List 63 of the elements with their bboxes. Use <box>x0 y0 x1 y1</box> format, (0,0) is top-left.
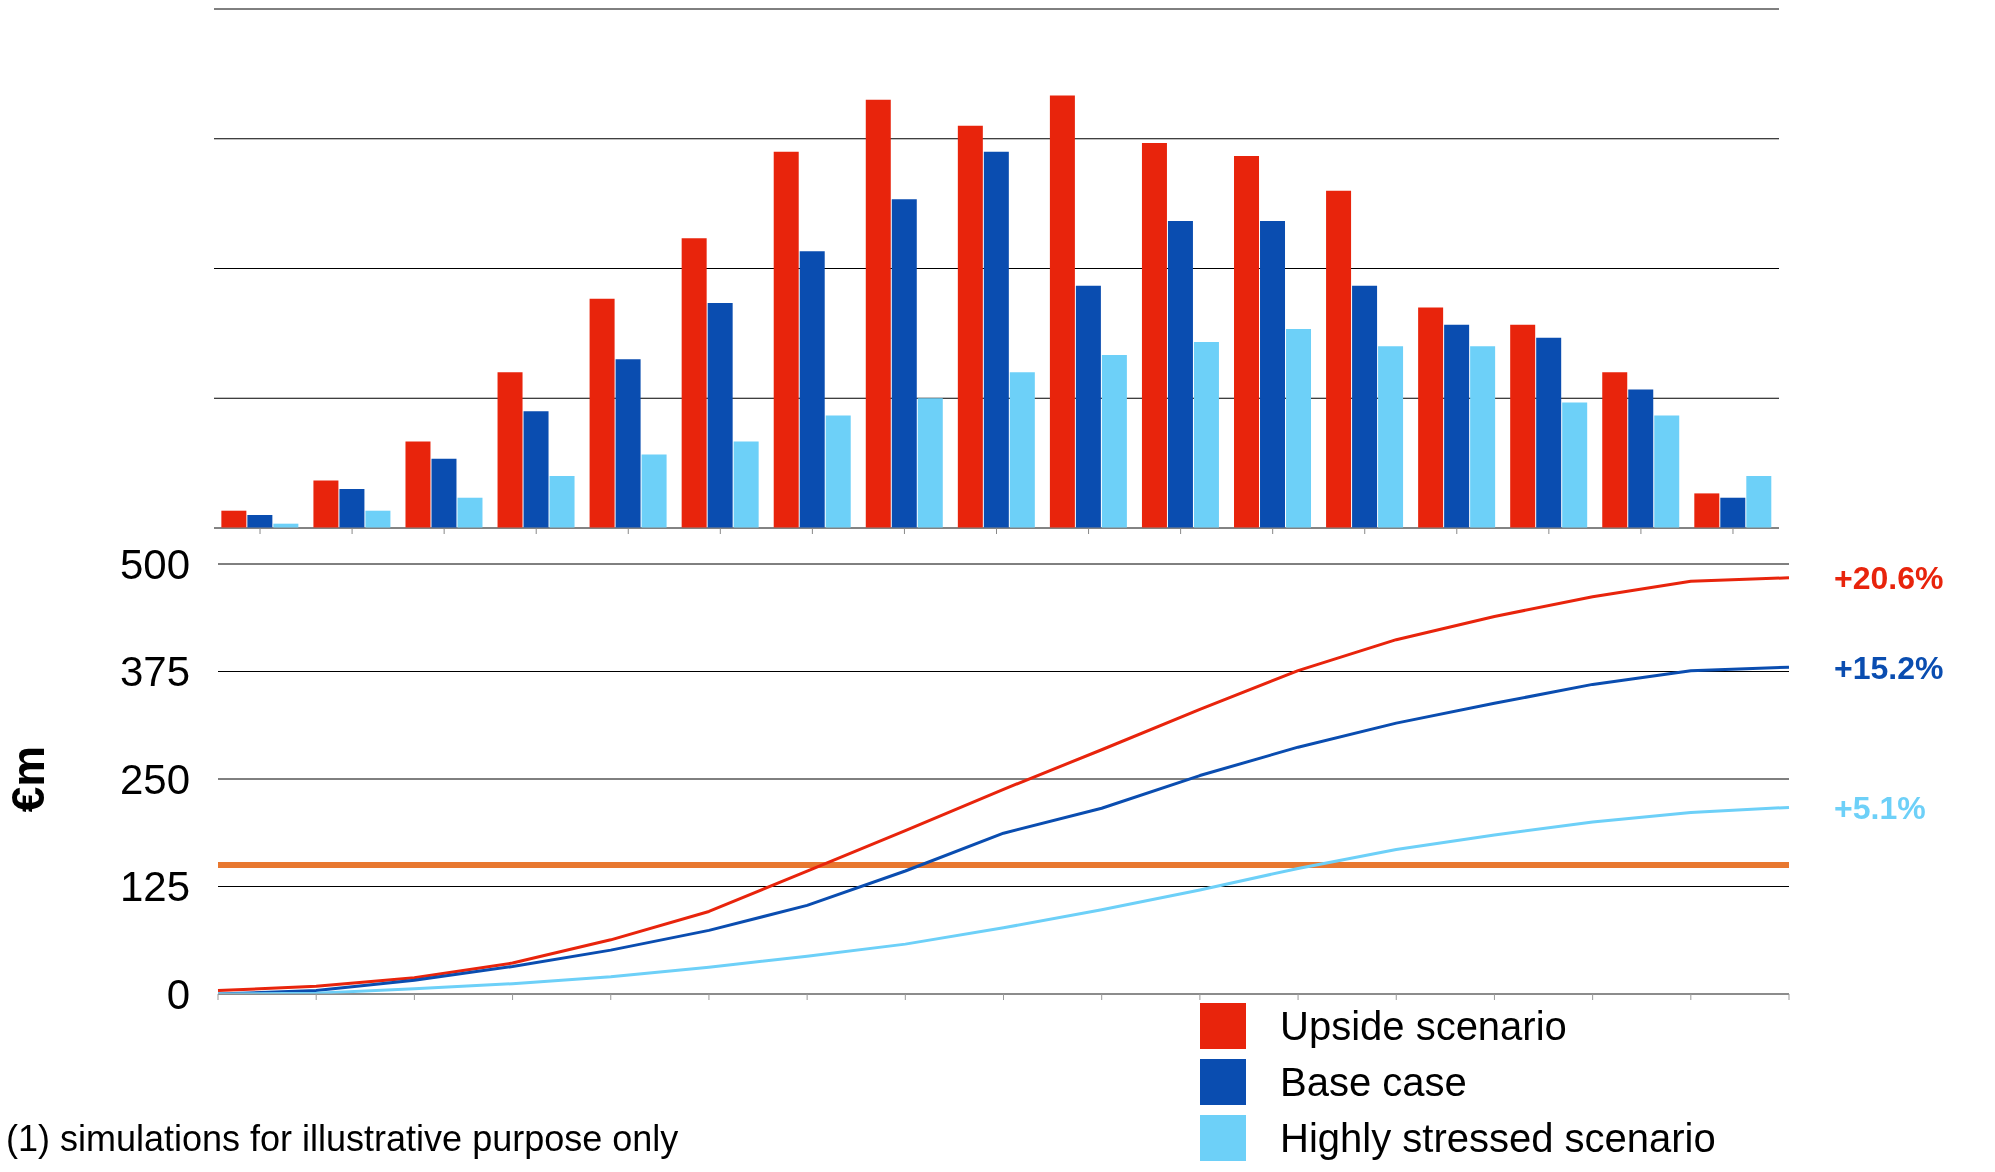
bar <box>707 303 733 528</box>
bar <box>1009 372 1035 528</box>
y-tick-label: 0 <box>166 970 190 1018</box>
y-axis-title: €m <box>2 745 55 813</box>
bar <box>1141 143 1167 528</box>
y-tick-label: 250 <box>119 755 190 803</box>
bar <box>1234 156 1260 528</box>
bar <box>497 372 523 528</box>
bar <box>339 489 365 528</box>
y-tick-label: 500 <box>119 540 190 588</box>
bar <box>365 510 391 528</box>
bar <box>405 441 431 528</box>
bar <box>615 359 641 528</box>
bar <box>549 476 575 528</box>
bar <box>1286 329 1312 528</box>
bar <box>1444 324 1470 528</box>
bar <box>1418 307 1444 528</box>
bar <box>313 480 339 528</box>
bar <box>1260 220 1286 528</box>
bar <box>1470 346 1496 528</box>
bar <box>799 251 825 528</box>
legend-label: Upside scenario <box>1280 1003 1567 1049</box>
bar <box>957 125 983 528</box>
bar <box>1746 476 1772 528</box>
y-tick-label: 125 <box>119 863 190 911</box>
bar <box>773 151 799 528</box>
bar <box>1510 324 1536 528</box>
bar <box>1378 346 1404 528</box>
bar <box>891 199 917 528</box>
text: (1) simulations for illustrative purpose only <box>6 1118 679 1160</box>
bar <box>1628 389 1654 528</box>
bar <box>825 415 851 528</box>
bar <box>1167 220 1193 528</box>
bar <box>681 238 707 528</box>
text: +15.2% <box>1834 649 1944 686</box>
bar <box>1193 342 1219 528</box>
legend-label: Highly stressed scenario <box>1280 1115 1716 1161</box>
bar <box>457 497 483 528</box>
bar <box>1536 337 1562 528</box>
bar <box>1101 355 1127 528</box>
bar <box>865 99 891 528</box>
bar <box>221 510 247 528</box>
bar <box>1352 285 1378 528</box>
bar <box>247 515 273 528</box>
bar <box>1654 415 1680 528</box>
bar <box>523 411 549 528</box>
bar <box>1694 493 1720 528</box>
bar <box>1720 497 1746 528</box>
bar <box>431 458 457 528</box>
y-tick-label: 375 <box>119 648 190 696</box>
bar <box>917 398 943 528</box>
bar <box>1049 95 1075 528</box>
legend-label: Base case <box>1280 1059 1467 1105</box>
text: +20.6% <box>1834 560 1944 597</box>
text: +5.1% <box>1834 789 1926 826</box>
bar <box>641 454 667 528</box>
bar <box>733 441 759 528</box>
bar <box>1602 372 1628 528</box>
bar <box>1562 402 1588 528</box>
bar <box>983 151 1009 528</box>
bar <box>589 298 615 528</box>
bar <box>1075 285 1101 528</box>
bar <box>1326 190 1352 528</box>
